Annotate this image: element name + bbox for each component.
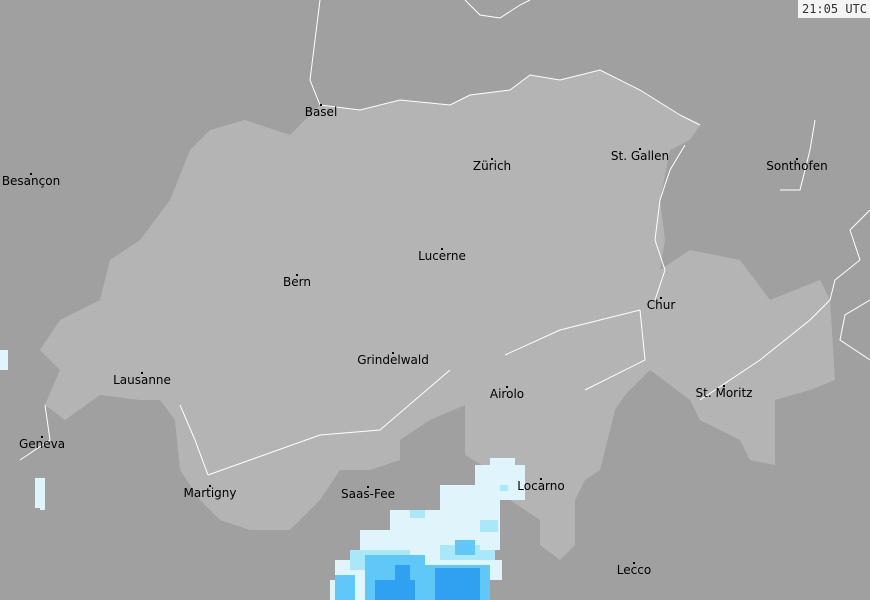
city-marker: [296, 274, 298, 276]
city-label: Sonthofen: [766, 159, 828, 173]
city-label: Airolo: [489, 387, 525, 401]
city-marker: [796, 158, 798, 160]
precipitation-cell: [455, 540, 475, 555]
city-marker: [209, 485, 211, 487]
city-marker: [491, 158, 493, 160]
timestamp: 21:05 UTC: [797, 0, 870, 18]
city-marker: [320, 104, 322, 106]
border-lines: [19, 0, 870, 476]
city-marker: [633, 562, 635, 564]
city-marker: [141, 372, 143, 374]
city-marker: [723, 385, 725, 387]
city-label: Lucerne: [418, 249, 466, 263]
city-marker: [441, 248, 443, 250]
precipitation-cell: [395, 565, 410, 580]
city-marker: [506, 386, 508, 388]
city-label: Martigny: [183, 486, 237, 500]
city-marker: [660, 297, 662, 299]
precipitation-cell: [500, 485, 508, 491]
city-label: St. Moritz: [695, 386, 753, 400]
city-marker: [367, 486, 369, 488]
precipitation-cell: [410, 510, 425, 518]
precipitation-cell: [335, 575, 355, 600]
precipitation-cell: [480, 550, 495, 560]
city-marker: [392, 352, 394, 354]
city-marker: [540, 478, 542, 480]
city-label: Geneva: [18, 437, 66, 451]
city-marker: [639, 148, 641, 150]
city-label: Bern: [283, 275, 311, 289]
city-label: Besançon: [1, 174, 61, 188]
city-label: Grindelwald: [357, 353, 429, 367]
city-label: Basel: [304, 105, 338, 119]
precipitation-cell: [490, 458, 515, 473]
precipitation-cell: [0, 350, 8, 370]
precipitation-cell: [375, 580, 415, 600]
city-label: St. Gallen: [610, 149, 670, 163]
precipitation-overlay: [0, 350, 525, 600]
precipitation-cell: [435, 568, 480, 600]
precipitation-cell: [480, 520, 498, 532]
city-label: Lausanne: [113, 373, 171, 387]
precipitation-cell: [40, 500, 45, 510]
city-marker: [41, 436, 43, 438]
city-marker: [30, 173, 32, 175]
city-label: Locarno: [517, 479, 565, 493]
precipitation-cell: [490, 560, 502, 580]
city-label: Zürich: [472, 159, 512, 173]
precipitation-cell: [35, 478, 45, 508]
city-label: Saas-Fee: [341, 487, 395, 501]
city-label: Lecco: [616, 563, 652, 577]
switzerland-area: [40, 70, 835, 560]
city-label: Chur: [646, 298, 676, 312]
